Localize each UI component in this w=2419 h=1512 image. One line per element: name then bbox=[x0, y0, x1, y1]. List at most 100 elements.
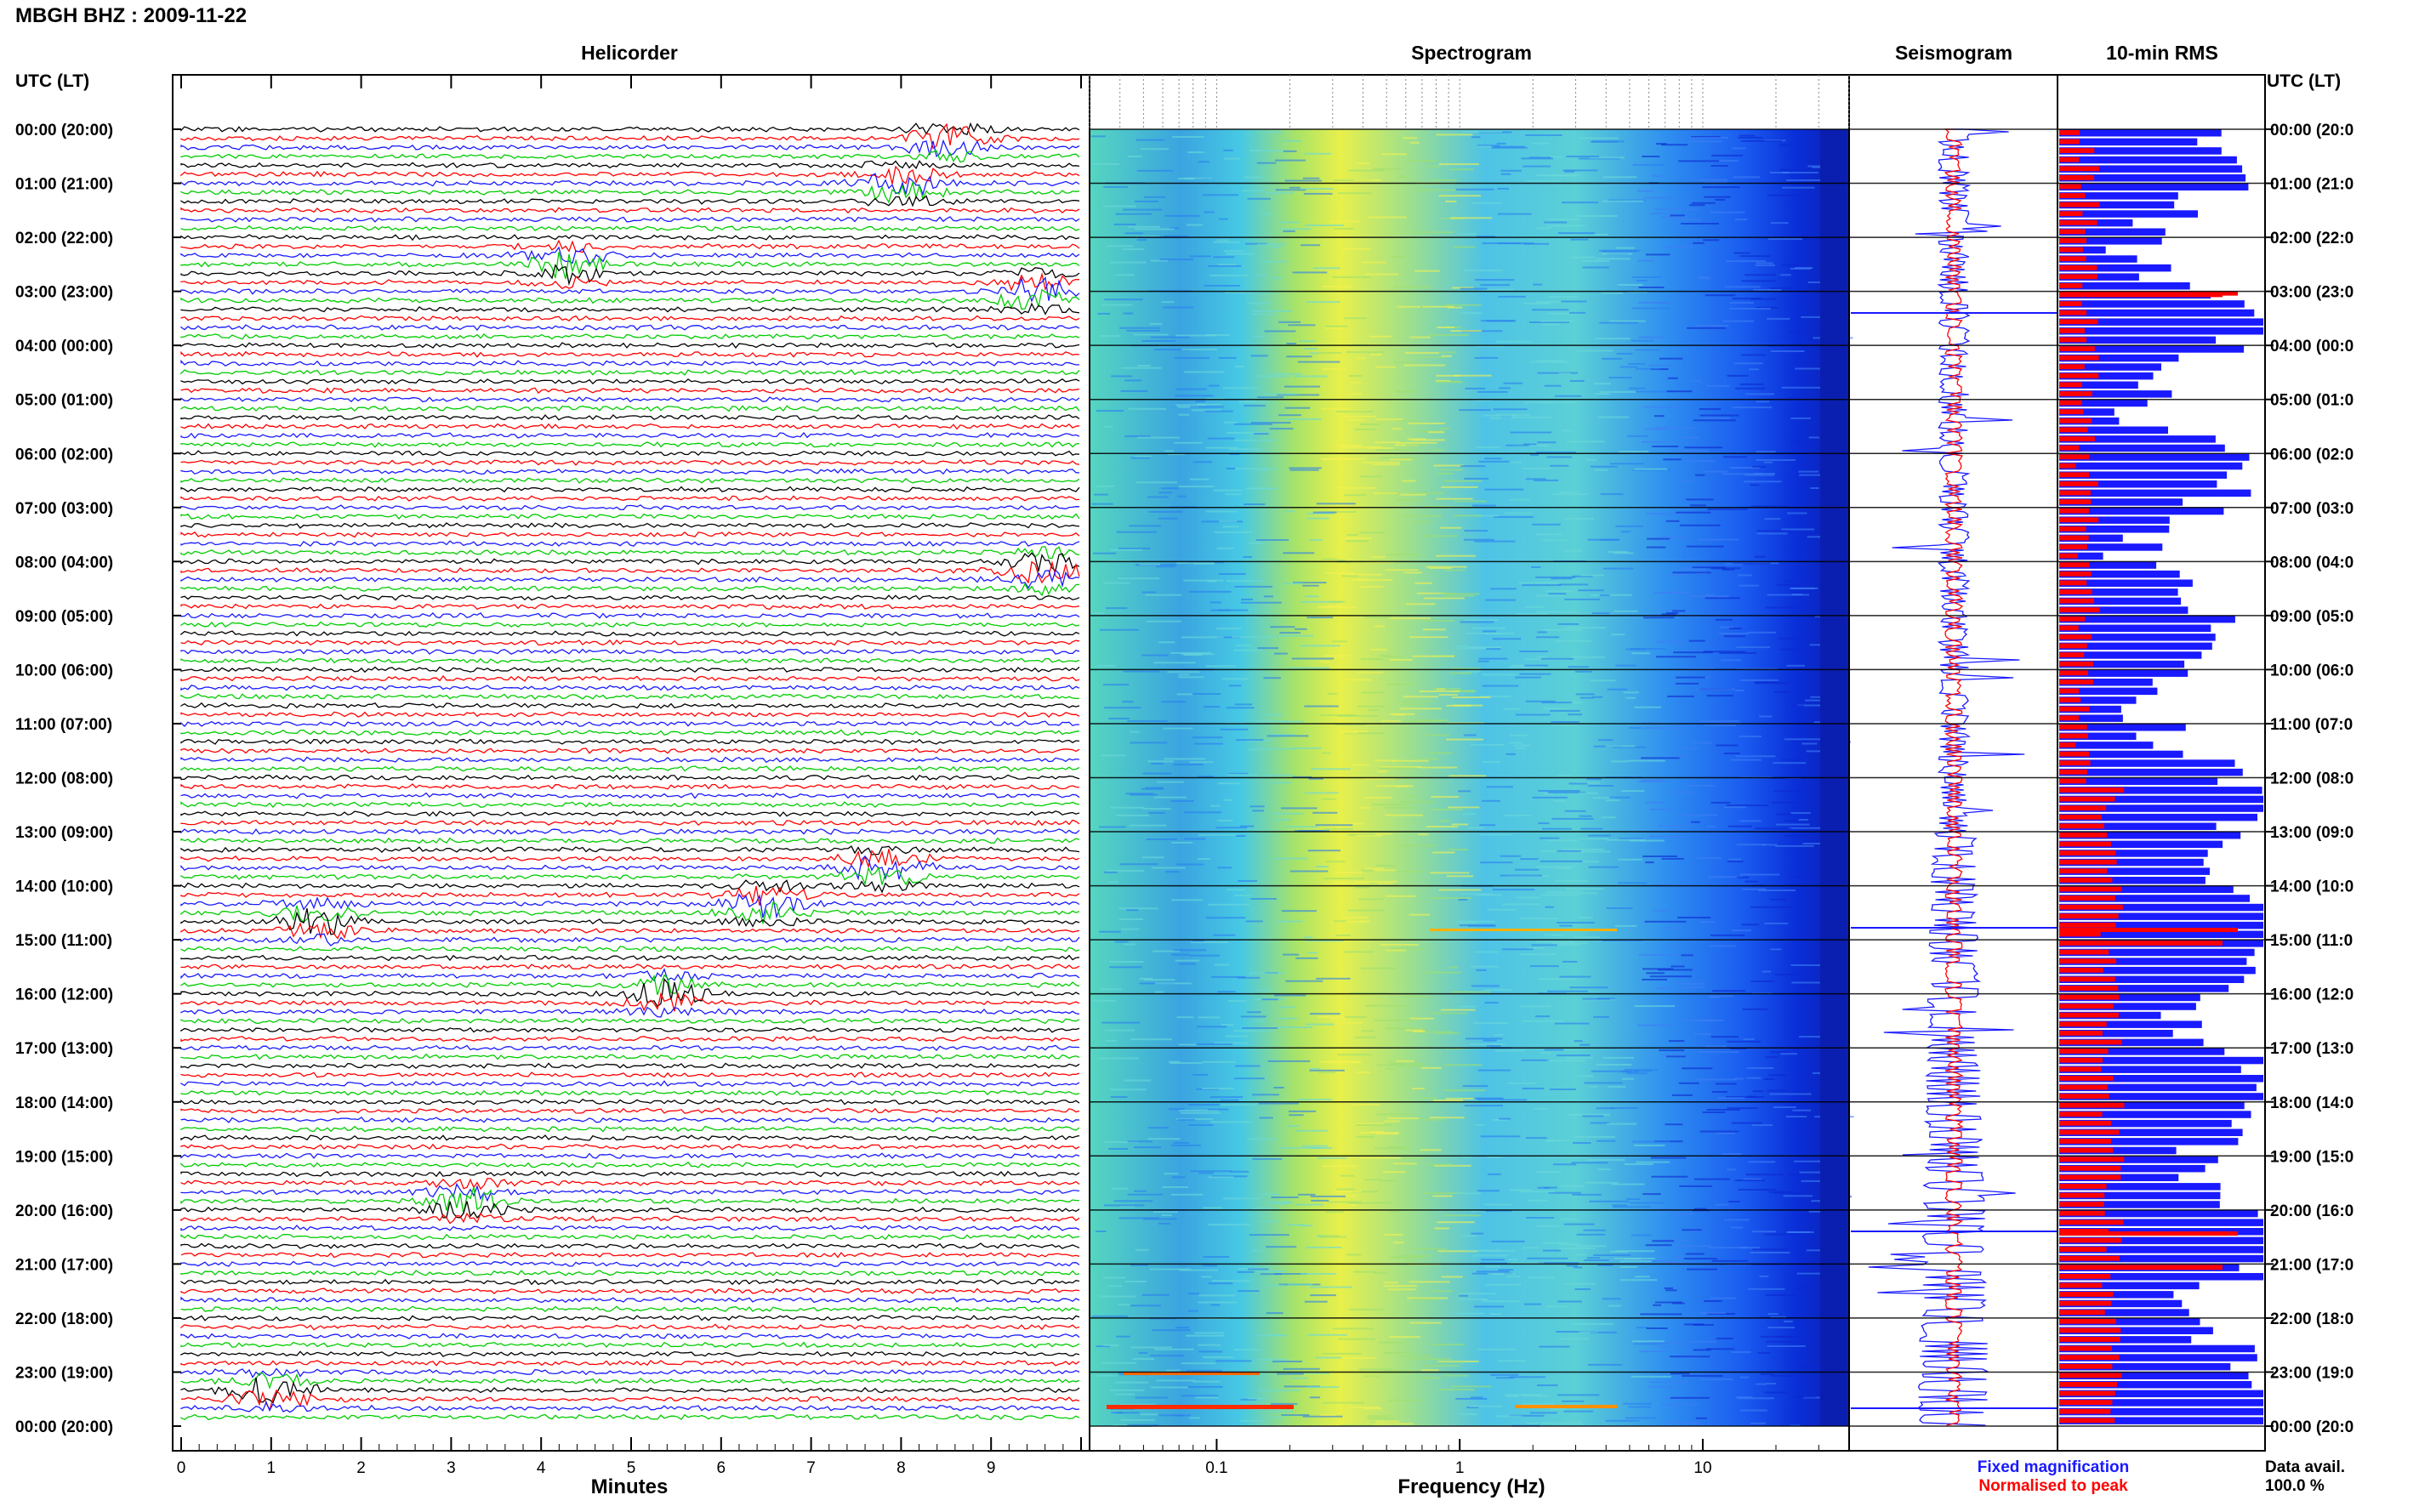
spectrogram-speckle bbox=[1482, 685, 1519, 687]
spectrogram-speckle bbox=[1568, 782, 1588, 785]
spectrogram-speckle bbox=[1225, 292, 1254, 293]
spectrogram-speckle bbox=[1575, 350, 1614, 352]
spectrogram-speckle bbox=[1460, 1235, 1477, 1237]
spectrogram-speckle bbox=[1625, 696, 1636, 699]
spectrogram-speckle bbox=[1651, 1175, 1688, 1178]
spectrogram-speckle bbox=[1791, 588, 1816, 589]
helicorder-trace bbox=[180, 845, 1080, 855]
spectrogram-speckle bbox=[1770, 1316, 1786, 1318]
rms-bar-fixed bbox=[2059, 228, 2166, 236]
spectrogram-speckle bbox=[1658, 969, 1693, 971]
spectrogram-speckle bbox=[1250, 898, 1277, 900]
spectrogram-speckle bbox=[1306, 517, 1329, 520]
spectrogram-speckle bbox=[1137, 365, 1151, 367]
spectrogram-speckle bbox=[1173, 764, 1204, 766]
spectrogram-speckle bbox=[1191, 941, 1229, 944]
spectrogram-speckle bbox=[1568, 1113, 1610, 1116]
spectrogram-speckle bbox=[1130, 457, 1151, 459]
spectrogram-speckle bbox=[1653, 910, 1669, 912]
spectrogram-speckle bbox=[1576, 782, 1600, 784]
spectrogram-speckle bbox=[1451, 696, 1491, 698]
axes: 0 1 2 3 4 5 6 7 8 9 0.1 1 10 bbox=[177, 75, 1850, 1477]
spectrogram-speckle bbox=[1756, 1383, 1767, 1385]
spectrogram-speckle bbox=[1222, 526, 1239, 528]
spectrogram-speckle bbox=[1384, 1285, 1417, 1287]
spectrogram-speckle bbox=[1137, 436, 1180, 439]
spectrogram-speckle bbox=[1432, 851, 1455, 854]
spectrogram-speckle bbox=[1287, 1372, 1330, 1374]
spectrogram-speckle bbox=[1426, 1163, 1453, 1166]
time-label-left: 18:00 (14:00) bbox=[15, 1094, 113, 1112]
spectrogram-speckle bbox=[1708, 995, 1734, 998]
spectrogram-speckle bbox=[1475, 894, 1502, 896]
spectrogram-speckle bbox=[1620, 531, 1631, 533]
spectrogram-speckle bbox=[1555, 639, 1592, 642]
spectrogram-speckle bbox=[1412, 655, 1454, 657]
spectrogram-speckle bbox=[1299, 340, 1316, 343]
spectrogram-speckle bbox=[1210, 601, 1221, 604]
spectrogram-speckle bbox=[1489, 417, 1501, 419]
spectrogram-speckle bbox=[1638, 287, 1665, 288]
spectrogram-speckle bbox=[1192, 940, 1204, 942]
spectrogram-speckle bbox=[1791, 1395, 1816, 1398]
rms-bar-fixed bbox=[2059, 832, 2241, 839]
spectrogram-speckle bbox=[1375, 449, 1418, 451]
spectrogram-speckle bbox=[1492, 889, 1535, 891]
spectrogram-speckle bbox=[1192, 1380, 1221, 1383]
spectrogram-speckle bbox=[1500, 874, 1543, 877]
spectrogram-speckle bbox=[1411, 231, 1454, 234]
spectrogram-speckle bbox=[1278, 321, 1301, 323]
spectrogram-speckle bbox=[1450, 991, 1491, 993]
spectrogram-speckle bbox=[1529, 321, 1569, 323]
time-label-left: 13:00 (09:00) bbox=[15, 824, 113, 842]
spectrogram-speckle bbox=[1695, 474, 1705, 476]
spectrogram-speckle bbox=[1358, 1368, 1393, 1371]
spectrogram-speckle bbox=[1512, 664, 1536, 667]
spectrogram-speckle bbox=[1179, 1110, 1220, 1112]
spectrogram-speckle bbox=[1353, 179, 1381, 181]
rms-bar-normalised bbox=[2059, 1021, 2107, 1027]
spectrogram-speckle bbox=[1485, 599, 1516, 601]
spectrogram-speckle bbox=[1405, 160, 1437, 162]
rms-bar-normalised bbox=[2059, 264, 2097, 270]
spectrogram-speckle bbox=[1263, 595, 1273, 598]
spectrogram-speckle bbox=[1342, 247, 1372, 250]
spectrogram-speckle bbox=[1252, 1249, 1263, 1252]
spectrogram-speckle bbox=[1364, 867, 1385, 870]
helicorder-trace bbox=[180, 315, 1080, 322]
spectrogram-speckle bbox=[1446, 593, 1480, 595]
spectrogram-speckle bbox=[1494, 516, 1534, 518]
spectrogram-speckle bbox=[1430, 179, 1457, 181]
spectrogram-speckle bbox=[1476, 236, 1496, 238]
rms-bar-normalised bbox=[2059, 219, 2097, 225]
rms-bar-fixed bbox=[2059, 336, 2217, 344]
spectrogram-speckle bbox=[1301, 600, 1343, 603]
spectrogram-speckle bbox=[1756, 530, 1791, 532]
helicorder-trace bbox=[180, 165, 1080, 185]
spectrogram-speckle bbox=[1709, 211, 1745, 213]
spectrogram-speckle bbox=[1377, 770, 1388, 773]
spectrogram-speckle bbox=[1547, 791, 1586, 793]
spectrogram-speckle bbox=[1399, 493, 1426, 496]
spectrogram-speckle bbox=[1698, 1051, 1739, 1054]
spectrogram-speckle bbox=[1210, 975, 1246, 978]
spectrogram-speckle bbox=[1781, 386, 1824, 389]
spectrogram-speckle bbox=[1401, 1351, 1413, 1354]
spectrogram-speckle bbox=[1691, 742, 1711, 744]
spectrogram-speckle bbox=[1614, 924, 1637, 927]
rms-bar-fixed bbox=[2059, 858, 2204, 867]
rms-bar-normalised bbox=[2059, 283, 2083, 288]
spectrogram-speckle bbox=[1175, 356, 1210, 359]
spectrogram-speckle bbox=[1360, 807, 1370, 810]
spectrogram-speckle bbox=[1301, 1273, 1337, 1275]
spectrogram-speckle bbox=[1247, 748, 1258, 751]
spectrogram-speckle bbox=[1727, 1168, 1737, 1171]
spectrogram-speckle bbox=[1784, 738, 1825, 741]
spectrogram-speckle bbox=[1733, 562, 1771, 565]
spectrogram-speckle bbox=[1666, 390, 1693, 393]
spectrogram-speckle bbox=[1593, 1254, 1631, 1257]
spectrogram-speckle bbox=[1226, 707, 1255, 709]
spectrogram-speckle bbox=[1127, 225, 1160, 228]
rms-bar-fixed bbox=[2059, 1101, 2245, 1110]
helicorder-trace bbox=[180, 720, 1080, 727]
